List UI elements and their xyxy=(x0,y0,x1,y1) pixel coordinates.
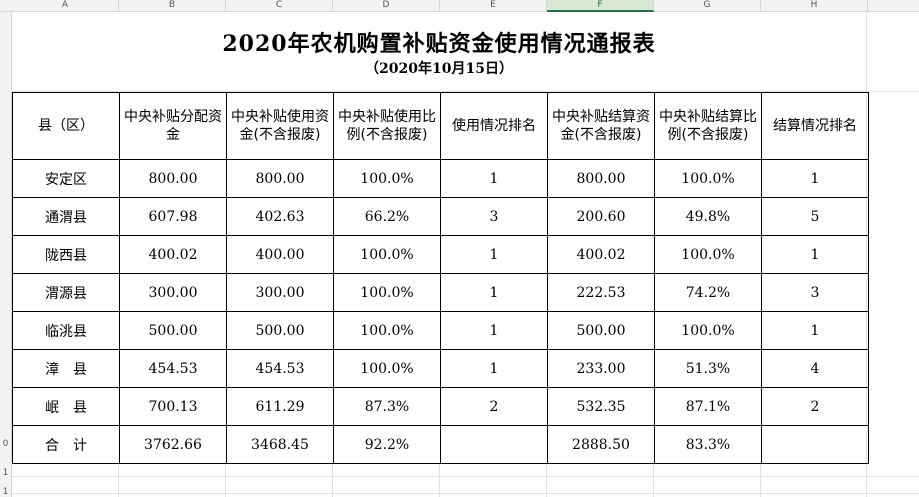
cell-settlement-rank[interactable]: 1 xyxy=(761,159,869,198)
cell-settled[interactable]: 500.00 xyxy=(547,311,655,350)
column-header-b[interactable]: B xyxy=(119,0,226,11)
table-row: 岷 县 700.13 611.29 87.3% 2 532.35 87.1% 2 xyxy=(12,387,869,426)
header-settlement-rank[interactable]: 结算情况排名 xyxy=(761,92,869,160)
cell-usage-rank[interactable]: 2 xyxy=(440,387,548,426)
cell-settlement-ratio[interactable]: 87.1% xyxy=(654,387,762,426)
cell-allocated[interactable]: 454.53 xyxy=(119,349,227,388)
column-header-f[interactable]: F xyxy=(547,0,654,12)
cell-settlement-rank[interactable]: 4 xyxy=(761,349,869,388)
cell-usage-ratio[interactable]: 100.0% xyxy=(333,311,441,350)
header-row: 县（区） 中央补贴分配资金 中央补贴使用资金(不含报废) 中央补贴使用比例(不含… xyxy=(12,92,869,160)
cell-usage-ratio[interactable]: 100.0% xyxy=(333,159,441,198)
cell-settlement-rank[interactable]: 5 xyxy=(761,197,869,236)
cell-allocated[interactable]: 400.02 xyxy=(119,235,227,274)
cell-county[interactable]: 陇西县 xyxy=(12,235,120,274)
table-row: 通渭县 607.98 402.63 66.2% 3 200.60 49.8% 5 xyxy=(12,197,869,236)
table-row: 陇西县 400.02 400.00 100.0% 1 400.02 100.0%… xyxy=(12,235,869,274)
cell-settlement-rank[interactable]: 1 xyxy=(761,311,869,350)
cell-usage-rank[interactable]: 1 xyxy=(440,311,548,350)
row-header-bar: 0 1 1 xyxy=(0,12,12,497)
row-number[interactable]: 1 xyxy=(2,468,9,478)
cell-total-settlement-ratio[interactable]: 83.3% xyxy=(654,425,762,464)
header-settlement-ratio[interactable]: 中央补贴结算比例(不含报废) xyxy=(654,92,762,160)
cell-allocated[interactable]: 700.13 xyxy=(119,387,227,426)
cell-used[interactable]: 500.00 xyxy=(226,311,334,350)
report-date: （2020年10月15日） xyxy=(365,61,513,77)
table-row: 临洮县 500.00 500.00 100.0% 1 500.00 100.0%… xyxy=(12,311,869,350)
subsidy-table: 县（区） 中央补贴分配资金 中央补贴使用资金(不含报废) 中央补贴使用比例(不含… xyxy=(12,92,869,464)
cell-usage-rank[interactable]: 3 xyxy=(440,197,548,236)
cell-allocated[interactable]: 800.00 xyxy=(119,159,227,198)
cell-used[interactable]: 454.53 xyxy=(226,349,334,388)
cell-settled[interactable]: 800.00 xyxy=(547,159,655,198)
cell-usage-ratio[interactable]: 100.0% xyxy=(333,273,441,312)
cell-county[interactable]: 漳 县 xyxy=(12,349,120,388)
row-number[interactable]: 0 xyxy=(2,439,9,449)
cell-county[interactable]: 岷 县 xyxy=(12,387,120,426)
cell-settled[interactable]: 200.60 xyxy=(547,197,655,236)
column-header-h[interactable]: H xyxy=(761,0,868,11)
header-usage-rank[interactable]: 使用情况排名 xyxy=(440,92,548,160)
column-header-g[interactable]: G xyxy=(654,0,761,11)
cell-settlement-rank[interactable]: 3 xyxy=(761,273,869,312)
cell-allocated[interactable]: 500.00 xyxy=(119,311,227,350)
cell-settled[interactable]: 400.02 xyxy=(547,235,655,274)
cell-usage-ratio[interactable]: 87.3% xyxy=(333,387,441,426)
cell-allocated[interactable]: 300.00 xyxy=(119,273,227,312)
cell-usage-rank[interactable]: 1 xyxy=(440,349,548,388)
cell-settlement-ratio[interactable]: 51.3% xyxy=(654,349,762,388)
cell-usage-rank[interactable]: 1 xyxy=(440,235,548,274)
cell-used[interactable]: 400.00 xyxy=(226,235,334,274)
table-row: 渭源县 300.00 300.00 100.0% 1 222.53 74.2% … xyxy=(12,273,869,312)
cell-usage-ratio[interactable]: 66.2% xyxy=(333,197,441,236)
cell-settlement-ratio[interactable]: 100.0% xyxy=(654,235,762,274)
cell-used[interactable]: 300.00 xyxy=(226,273,334,312)
cell-used[interactable]: 402.63 xyxy=(226,197,334,236)
column-header-d[interactable]: D xyxy=(333,0,440,11)
cell-allocated[interactable]: 607.98 xyxy=(119,197,227,236)
cell-county[interactable]: 临洮县 xyxy=(12,311,120,350)
cell-settled[interactable]: 532.35 xyxy=(547,387,655,426)
cell-usage-rank[interactable]: 1 xyxy=(440,159,548,198)
cell-settled[interactable]: 233.00 xyxy=(547,349,655,388)
column-header-bar: A B C D E F G H xyxy=(0,0,919,12)
column-header-e[interactable]: E xyxy=(440,0,547,11)
cell-total-label[interactable]: 合 计 xyxy=(12,425,120,464)
cell-total-settled[interactable]: 2888.50 xyxy=(547,425,655,464)
table-row: 安定区 800.00 800.00 100.0% 1 800.00 100.0%… xyxy=(12,159,869,198)
cell-settlement-rank[interactable]: 2 xyxy=(761,387,869,426)
cell-settlement-ratio[interactable]: 49.8% xyxy=(654,197,762,236)
column-header-a[interactable]: A xyxy=(12,0,119,11)
cell-county[interactable]: 安定区 xyxy=(12,159,120,198)
cell-settlement-rank[interactable]: 1 xyxy=(761,235,869,274)
column-header-c[interactable]: C xyxy=(226,0,333,11)
header-usage-ratio[interactable]: 中央补贴使用比例(不含报废) xyxy=(333,92,441,160)
header-allocated-funds[interactable]: 中央补贴分配资金 xyxy=(119,92,227,160)
cell-used[interactable]: 611.29 xyxy=(226,387,334,426)
cell-usage-ratio[interactable]: 100.0% xyxy=(333,235,441,274)
total-row: 合 计 3762.66 3468.45 92.2% 2888.50 83.3% xyxy=(12,425,869,464)
cell-county[interactable]: 通渭县 xyxy=(12,197,120,236)
cell-usage-ratio[interactable]: 100.0% xyxy=(333,349,441,388)
cell-settled[interactable]: 222.53 xyxy=(547,273,655,312)
report-title: 2020年农机购置补贴资金使用情况通报表 xyxy=(222,31,656,57)
table-row: 漳 县 454.53 454.53 100.0% 1 233.00 51.3% … xyxy=(12,349,869,388)
cell-settlement-ratio[interactable]: 100.0% xyxy=(654,159,762,198)
header-used-funds[interactable]: 中央补贴使用资金(不含报废) xyxy=(226,92,334,160)
cell-settlement-ratio[interactable]: 74.2% xyxy=(654,273,762,312)
cell-total-allocated[interactable]: 3762.66 xyxy=(119,425,227,464)
cell-settlement-ratio[interactable]: 100.0% xyxy=(654,311,762,350)
cell-usage-rank[interactable]: 1 xyxy=(440,273,548,312)
cell-total-settlement-rank[interactable] xyxy=(761,425,869,464)
cell-total-used[interactable]: 3468.45 xyxy=(226,425,334,464)
cell-county[interactable]: 渭源县 xyxy=(12,273,120,312)
row-number[interactable]: 1 xyxy=(2,487,9,497)
header-county[interactable]: 县（区） xyxy=(12,92,120,160)
header-settled-funds[interactable]: 中央补贴结算资金(不含报废) xyxy=(547,92,655,160)
cell-total-usage-ratio[interactable]: 92.2% xyxy=(333,425,441,464)
cell-total-usage-rank[interactable] xyxy=(440,425,548,464)
cell-used[interactable]: 800.00 xyxy=(226,159,334,198)
